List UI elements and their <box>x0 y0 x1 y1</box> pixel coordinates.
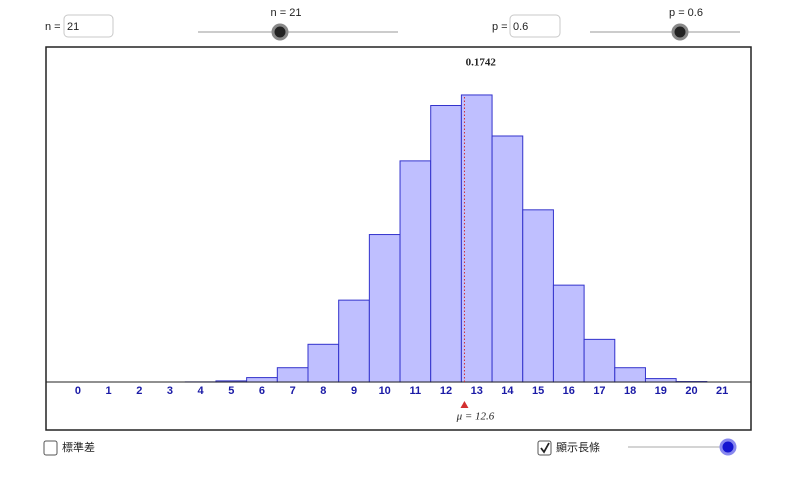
bar <box>460 94 493 383</box>
bar <box>491 135 524 383</box>
bar <box>307 343 340 383</box>
p-label: p = <box>492 21 508 33</box>
p-slider-knob[interactable] <box>671 23 689 41</box>
x-tick-label: 3 <box>167 385 173 397</box>
bar <box>522 209 554 383</box>
p-input-text[interactable]: 0.6 <box>513 21 528 33</box>
x-tick-label: 7 <box>290 385 296 397</box>
x-tick-label: 11 <box>410 385 422 397</box>
x-tick-label: 6 <box>259 385 265 397</box>
max-value-label: 0.1742 <box>466 56 497 68</box>
sd-checkbox-label[interactable]: 標準差 <box>62 440 95 454</box>
x-tick-label: 2 <box>136 385 142 397</box>
mean-marker <box>460 401 469 409</box>
x-tick-label: 14 <box>501 385 514 397</box>
bar <box>552 284 585 383</box>
x-tick-label: 19 <box>655 385 667 397</box>
x-tick-label: 15 <box>532 385 544 397</box>
n-input-text[interactable]: 21 <box>67 21 79 33</box>
n-label: n = <box>45 21 61 33</box>
x-tick-label: 12 <box>440 385 452 397</box>
bar <box>583 338 616 383</box>
x-tick-label: 9 <box>351 385 357 397</box>
bar <box>614 367 646 383</box>
x-tick-label: 20 <box>685 385 697 397</box>
sd-checkbox[interactable] <box>43 440 58 456</box>
bars-slider-knob[interactable] <box>719 438 737 456</box>
bar <box>246 377 278 383</box>
p-slider-label: p = 0.6 <box>669 7 703 19</box>
bar <box>430 105 462 383</box>
x-tick-label: 13 <box>471 385 483 397</box>
bars-checkbox-label[interactable]: 顯示長條 <box>556 440 600 454</box>
x-tick-label: 21 <box>716 385 728 397</box>
n-slider-knob[interactable] <box>271 23 289 41</box>
bar <box>276 367 309 383</box>
mean-label: μ = 12.6 <box>456 411 495 423</box>
x-tick-label: 18 <box>624 385 636 397</box>
checkmark <box>540 442 550 454</box>
x-tick-label: 10 <box>379 385 391 397</box>
x-tick-label: 0 <box>75 385 81 397</box>
x-tick-label: 5 <box>228 385 234 397</box>
x-tick-label: 1 <box>106 385 112 397</box>
x-tick-label: 8 <box>320 385 326 397</box>
bar <box>368 234 401 383</box>
x-tick-label: 17 <box>593 385 605 397</box>
bar <box>338 299 370 383</box>
p-input[interactable] <box>509 14 561 38</box>
plot: 0 1 2 3 4 5 6 7 8 9 10 11 12 13 14 15 16 17 18 19 20 210.1742… <box>46 56 751 423</box>
x-tick-label: 4 <box>198 385 205 397</box>
bar <box>399 160 432 383</box>
n-slider-label: n = 21 <box>271 7 302 19</box>
bar <box>644 378 677 383</box>
x-tick-label: 16 <box>563 385 575 397</box>
n-input[interactable] <box>63 14 114 38</box>
